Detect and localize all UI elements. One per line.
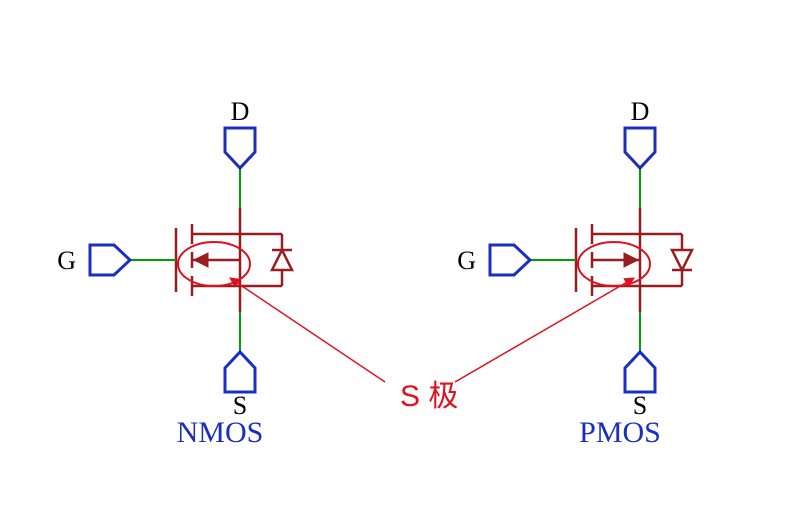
nmos-title: NMOS	[177, 416, 264, 449]
pin-label-nmos-d: D	[231, 97, 250, 126]
callout-label: S 极	[400, 380, 458, 413]
pmos-symbol	[576, 208, 692, 312]
pin-pmos-s	[625, 352, 655, 392]
pin-nmos-s	[225, 352, 255, 392]
callout-arrow	[455, 278, 634, 382]
mosfet-diagram: DSGNMOSDSGPMOSS 极	[0, 0, 802, 524]
pin-label-pmos-d: D	[631, 97, 650, 126]
pin-label-nmos-g: G	[57, 246, 76, 275]
pin-pmos-g	[490, 245, 530, 275]
pmos-title: PMOS	[579, 416, 661, 449]
pin-nmos-d	[225, 128, 255, 168]
pin-nmos-g	[90, 245, 130, 275]
pin-pmos-d	[625, 128, 655, 168]
pin-label-pmos-g: G	[457, 246, 476, 275]
nmos-symbol	[176, 208, 292, 312]
